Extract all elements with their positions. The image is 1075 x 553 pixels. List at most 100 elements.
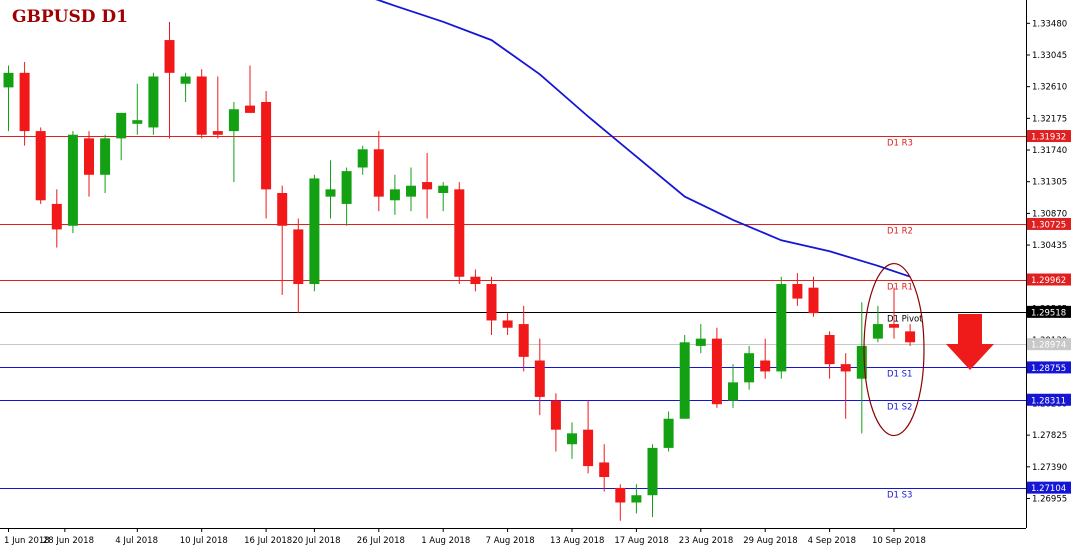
time-tick-label: 16 Jul 2018 [244,536,292,546]
bullish-candle-body [728,382,738,401]
time-tick-label: 20 Jul 2018 [292,536,340,546]
down-arrow-icon [946,314,994,370]
level-price-box [1027,393,1071,406]
time-tick-label: 10 Sep 2018 [872,536,926,546]
bearish-candle-body [550,400,561,430]
bullish-candle-body [309,178,320,285]
level-price-box [1027,273,1071,286]
bullish-candle-body [67,134,78,226]
bearish-candle-body [824,335,835,365]
bearish-candle-body [470,276,481,285]
bearish-candle-body [261,101,272,190]
bearish-candle-body [905,331,916,343]
bearish-candle-body [293,229,304,285]
bearish-candle-body [599,462,610,478]
price-tick-label: 1.30435 [1032,241,1067,251]
bearish-candle-body [792,284,803,299]
bullish-candle-body [148,76,159,128]
level-name-label: D1 S1 [887,370,912,380]
bearish-candle-body [583,429,594,467]
bullish-candle-body [695,338,706,346]
time-tick-label: 10 Jul 2018 [180,536,228,546]
bearish-candle-body [212,131,223,135]
highlight-ellipse [863,262,925,437]
level-price-box [1027,130,1071,143]
bearish-candle-body [760,360,771,372]
bullish-candle-body [663,418,674,448]
bearish-candle-body [84,138,94,175]
time-tick-label: 1 Aug 2018 [421,536,470,546]
bearish-candle-body [277,192,288,226]
bearish-candle-body [196,76,207,135]
level-name-label: D1 S2 [887,403,912,413]
bearish-candle-body [454,189,465,277]
pivot-levels: D1 R3 D1 R2 D1 R1 D1 Pivot D1 S1 D1 S2 D1 S3 [0,136,1026,501]
bearish-candle-body [373,149,384,197]
level-name-label: D1 Pivot [887,315,923,325]
bearish-candle-body [615,487,626,503]
level-name-label: D1 R2 [887,227,913,237]
level-price-box [1027,361,1071,374]
price-tick-label: 1.27390 [1032,463,1067,473]
level-price-label: 1.29962 [1031,276,1066,286]
bullish-candle-body [679,342,690,419]
time-tick-label: 23 Aug 2018 [679,536,733,546]
level-price-box [1027,217,1071,230]
bullish-candle-body [406,185,416,197]
level-name-label: D1 R3 [887,139,913,149]
time-tick-label: 17 Aug 2018 [614,536,668,546]
bullish-candle-body [228,109,239,132]
bearish-candle-body [889,324,899,328]
time-tick-label: 13 Aug 2018 [550,536,604,546]
bearish-candle-body [245,105,255,113]
bearish-candle-body [808,287,819,314]
bearish-candle-body [486,284,497,321]
bullish-candle-body [647,447,658,496]
bullish-candle-body [180,76,191,84]
level-price-label: 1.27104 [1031,484,1066,494]
time-tick-label: 26 Jul 2018 [357,536,405,546]
bearish-candle-body [534,360,545,397]
bearish-candle-body [518,324,529,357]
price-tick-label: 1.32610 [1032,83,1067,93]
price-tick-label: 1.31305 [1032,178,1067,188]
price-tick-label: 1.33045 [1032,51,1067,61]
bullish-candle-body [3,72,14,88]
bearish-candle-body [51,203,62,230]
price-tick-label: 1.30870 [1032,209,1067,219]
bullish-candle-body [116,112,127,139]
bullish-candle-body [631,495,642,503]
level-price-box [1027,338,1071,351]
bullish-candle-body [325,189,336,197]
level-price-label: 1.28311 [1031,396,1066,406]
bearish-candle-body [711,338,722,405]
level-price-box [1027,481,1071,494]
price-tick-label: 1.32175 [1032,114,1067,124]
price-tick-label: 1.27825 [1032,431,1067,441]
bearish-candle-body [19,72,30,132]
annotations [863,262,994,437]
bearish-candle-body [422,182,433,190]
bullish-candle-body [357,149,368,168]
level-price-label: 1.29518 [1031,308,1066,318]
level-price-label: 1.28974 [1031,341,1066,351]
price-tick-label: 1.31740 [1032,146,1067,156]
bullish-candle-body [100,138,111,175]
price-tick-label: 1.26955 [1032,495,1067,505]
bullish-candle-body [132,120,143,124]
bullish-candle-body [744,353,755,383]
level-name-label: D1 S3 [887,491,912,501]
bearish-candle-body [502,320,513,328]
bearish-candle-body [164,40,175,73]
bullish-candle-body [438,185,449,193]
time-tick-label: 28 Jun 2018 [43,536,94,546]
moving-average-line [375,0,911,278]
candles [3,21,916,521]
level-name-label: D1 R1 [887,283,913,293]
level-price-box [1027,305,1071,318]
bearish-candle-body [35,131,46,201]
time-tick-label: 4 Jul 2018 [115,536,158,546]
